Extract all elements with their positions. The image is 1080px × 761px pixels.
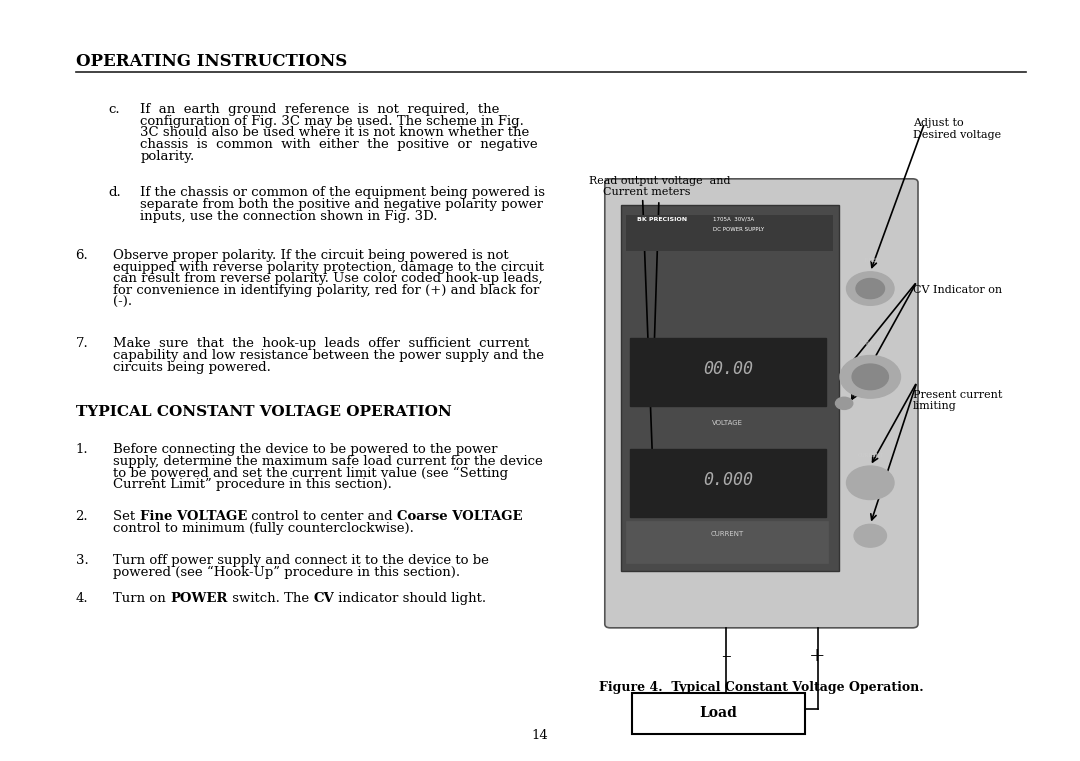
Text: CURRENT: CURRENT bbox=[711, 531, 744, 537]
Circle shape bbox=[854, 524, 887, 547]
Text: Figure 4.  Typical Constant Voltage Operation.: Figure 4. Typical Constant Voltage Opera… bbox=[599, 681, 923, 694]
Text: control to minimum (fully counterclockwise).: control to minimum (fully counterclockwi… bbox=[113, 522, 415, 535]
Text: for convenience in identifying polarity, red for (+) and black for: for convenience in identifying polarity,… bbox=[113, 284, 540, 298]
Text: 00.00: 00.00 bbox=[703, 360, 753, 377]
Text: Present current
limiting: Present current limiting bbox=[913, 390, 1002, 411]
Text: indicator should light.: indicator should light. bbox=[334, 592, 486, 605]
Text: Make  sure  that  the  hook-up  leads  offer  sufficient  current: Make sure that the hook-up leads offer s… bbox=[113, 337, 529, 350]
Text: Turn on: Turn on bbox=[113, 592, 171, 605]
Text: to be powered and set the current limit value (see “Setting: to be powered and set the current limit … bbox=[113, 466, 509, 479]
Text: 0.000: 0.000 bbox=[703, 471, 753, 489]
Text: polarity.: polarity. bbox=[140, 150, 194, 163]
Text: 3.: 3. bbox=[76, 554, 89, 567]
Text: (-).: (-). bbox=[113, 296, 133, 309]
Text: TYPICAL CONSTANT VOLTAGE OPERATION: TYPICAL CONSTANT VOLTAGE OPERATION bbox=[76, 405, 451, 419]
Text: 1.: 1. bbox=[76, 443, 89, 456]
Text: DC POWER SUPPLY: DC POWER SUPPLY bbox=[713, 227, 764, 232]
Text: 1705A  30V/3A: 1705A 30V/3A bbox=[713, 217, 754, 222]
Circle shape bbox=[852, 364, 889, 390]
Bar bbox=[621, 205, 839, 571]
Text: Adjust to
Desired voltage: Adjust to Desired voltage bbox=[913, 118, 1001, 139]
Bar bbox=[630, 449, 826, 517]
Text: Coarse VOLTAGE: Coarse VOLTAGE bbox=[396, 510, 523, 523]
Text: +: + bbox=[809, 647, 826, 665]
Text: Set: Set bbox=[113, 510, 139, 523]
Text: Load: Load bbox=[699, 706, 738, 721]
Bar bbox=[626, 215, 834, 251]
Circle shape bbox=[856, 279, 885, 298]
Text: If  an  earth  ground  reference  is  not  required,  the: If an earth ground reference is not requ… bbox=[140, 103, 500, 116]
Text: CV: CV bbox=[313, 592, 334, 605]
Circle shape bbox=[836, 397, 853, 409]
Text: inputs, use the connection shown in Fig. 3D.: inputs, use the connection shown in Fig.… bbox=[140, 210, 437, 223]
Text: BK PRECISION: BK PRECISION bbox=[637, 217, 687, 222]
Text: can result from reverse polarity. Use color coded hook-up leads,: can result from reverse polarity. Use co… bbox=[113, 272, 543, 285]
Bar bbox=[630, 338, 826, 406]
Bar bbox=[632, 693, 805, 734]
Text: separate from both the positive and negative polarity power: separate from both the positive and nega… bbox=[140, 198, 543, 212]
Text: powered (see “Hook-Up” procedure in this section).: powered (see “Hook-Up” procedure in this… bbox=[113, 566, 460, 579]
Text: d.: d. bbox=[108, 186, 121, 199]
Text: POWER: POWER bbox=[171, 592, 228, 605]
Text: 2.: 2. bbox=[76, 510, 89, 523]
Text: control to center and: control to center and bbox=[247, 510, 397, 523]
Circle shape bbox=[847, 272, 894, 305]
Text: COARSE: COARSE bbox=[859, 342, 881, 346]
Text: Observe proper polarity. If the circuit being powered is not: Observe proper polarity. If the circuit … bbox=[113, 249, 509, 262]
Text: 4.: 4. bbox=[76, 592, 89, 605]
Text: 6.: 6. bbox=[76, 249, 89, 262]
Text: switch. The: switch. The bbox=[228, 592, 313, 605]
Text: –: – bbox=[721, 647, 731, 665]
Text: capability and low resistance between the power supply and the: capability and low resistance between th… bbox=[113, 349, 544, 362]
Text: Before connecting the device to be powered to the power: Before connecting the device to be power… bbox=[113, 443, 498, 456]
Circle shape bbox=[840, 355, 901, 398]
Text: chassis  is  common  with  either  the  positive  or  negative: chassis is common with either the positi… bbox=[140, 139, 538, 151]
Text: 3C should also be used where it is not known whether the: 3C should also be used where it is not k… bbox=[140, 126, 529, 139]
Text: CURRENT: CURRENT bbox=[858, 454, 883, 458]
Circle shape bbox=[847, 466, 894, 499]
Text: supply, determine the maximum safe load current for the device: supply, determine the maximum safe load … bbox=[113, 455, 543, 468]
Text: CV Indicator on: CV Indicator on bbox=[913, 285, 1002, 295]
Text: If the chassis or common of the equipment being powered is: If the chassis or common of the equipmen… bbox=[140, 186, 545, 199]
Text: circuits being powered.: circuits being powered. bbox=[113, 361, 271, 374]
Text: VOLTAGE: VOLTAGE bbox=[712, 420, 743, 426]
Bar bbox=[626, 521, 828, 563]
Text: c.: c. bbox=[108, 103, 120, 116]
FancyBboxPatch shape bbox=[605, 179, 918, 628]
Text: 7.: 7. bbox=[76, 337, 89, 350]
Text: Fine VOLTAGE: Fine VOLTAGE bbox=[139, 510, 247, 523]
Text: Current Limit” procedure in this section).: Current Limit” procedure in this section… bbox=[113, 479, 392, 492]
Text: configuration of Fig. 3C may be used. The scheme in Fig.: configuration of Fig. 3C may be used. Th… bbox=[140, 114, 524, 128]
Text: Read output voltage  and
    Current meters: Read output voltage and Current meters bbox=[589, 176, 730, 368]
Text: equipped with reverse polarity protection, damage to the circuit: equipped with reverse polarity protectio… bbox=[113, 260, 544, 274]
Text: Turn off power supply and connect it to the device to be: Turn off power supply and connect it to … bbox=[113, 554, 489, 567]
Text: 14: 14 bbox=[531, 729, 549, 742]
Text: FINE: FINE bbox=[864, 258, 876, 263]
Text: OPERATING INSTRUCTIONS: OPERATING INSTRUCTIONS bbox=[76, 53, 347, 70]
